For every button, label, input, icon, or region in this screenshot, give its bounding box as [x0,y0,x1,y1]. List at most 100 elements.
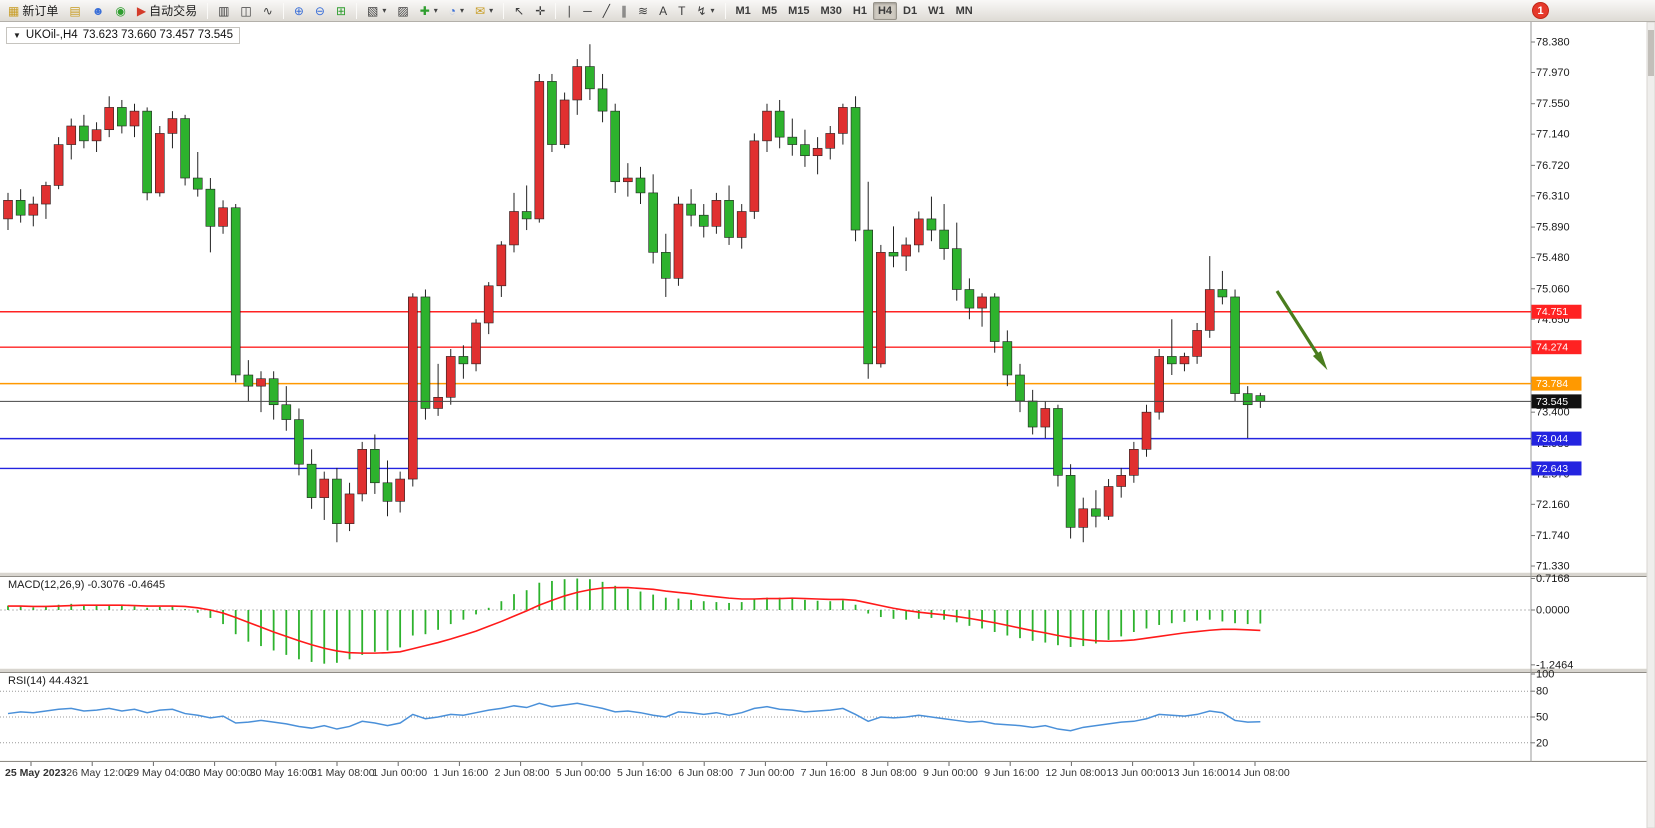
arrow-annotation-head[interactable] [1312,351,1328,371]
macd-axis-label: 0.7168 [1536,573,1570,585]
time-axis-label: 26 May 12:00 [66,767,130,779]
vertical-scrollbar[interactable] [1646,21,1655,828]
scrollbar-thumb[interactable] [1648,30,1654,76]
timeframe-m5[interactable]: M5 [757,2,782,20]
timeframe-h4[interactable]: H4 [872,1,898,20]
arrows-tool-button[interactable]: ↯ ▾ [691,1,719,20]
macd-axis-label: -1.2464 [1536,659,1573,671]
candle-body [1040,408,1051,428]
channel-button[interactable]: ∥ [616,1,632,20]
bar-chart-button[interactable]: ▥ [213,1,234,20]
symbol-label: UKOil-,H4 [25,29,78,41]
time-axis-label: 9 Jun 16:00 [984,767,1039,779]
candle-body [41,185,51,205]
candle-body [698,214,709,227]
zoom-out-icon: ⊖ [314,3,325,18]
candle-body [1204,289,1215,331]
timeframe-m30[interactable]: M30 [815,2,846,20]
market-watch-button[interactable]: ☻ [87,1,110,20]
chart-profiles-button[interactable]: ▤ [64,1,85,20]
time-axis-label: 6 Jun 08:00 [678,767,733,779]
candlestick-chart-button[interactable]: ◫ [235,1,256,20]
candlestick-chart-icon: ◫ [240,3,252,18]
price-level-badge-text: 72.643 [1536,463,1568,475]
channel-icon: ∥ [621,3,628,18]
chevron-down-icon: ▾ [489,6,494,15]
new-chart-button[interactable]: ▧ ▾ [362,1,391,20]
candle-body [306,463,317,498]
time-axis-label: 5 Jun 00:00 [556,767,611,779]
fibonacci-button[interactable]: ≋ [633,1,653,20]
price-axis-label: 77.550 [1536,98,1570,110]
timeframe-m15[interactable]: M15 [783,2,814,20]
text-tool-button[interactable]: A [654,1,672,20]
new-order-label: 新订单 [22,4,59,18]
price-axis-label: 77.970 [1536,67,1570,79]
crosshair-button[interactable]: ✛ [530,1,550,20]
autotrading-button[interactable]: ▶ 自动交易 [132,1,202,20]
indicators-button[interactable]: ✚ ▾ [415,1,443,20]
candle-body [951,248,962,290]
cursor-button[interactable]: ↖ [509,1,529,20]
candle-body [585,66,595,90]
candle-body [243,374,254,387]
chart-list-button[interactable]: ▨ [392,1,413,20]
candle-body [319,478,330,498]
horizontal-line-button[interactable]: ─ [578,1,597,20]
candle-body [1027,400,1038,428]
zoom-out-button[interactable]: ⊖ [310,1,330,20]
price-level-badge-text: 73.784 [1536,378,1568,390]
timeframe-d1[interactable]: D1 [898,2,922,20]
candle-body [1065,475,1076,528]
candle-body [129,110,140,127]
toolbar-separator [282,2,284,19]
candle-body [787,136,798,145]
price-axis-label: 76.720 [1536,160,1570,172]
notification-badge[interactable]: 1 [1532,2,1549,19]
candle-body [825,133,836,149]
navigator-button[interactable]: ◉ [110,1,130,20]
new-order-button[interactable]: ▦ 新订单 [3,1,63,20]
panel-separator[interactable] [0,572,1647,577]
fibonacci-icon: ≋ [638,3,649,18]
time-axis-label: 12 Jun 08:00 [1045,767,1106,779]
zoom-in-button[interactable]: ⊕ [289,1,309,20]
line-chart-button[interactable]: ∿ [258,1,278,20]
time-axis-label: 8 Jun 08:00 [862,767,917,779]
zoom-in-icon: ⊕ [293,3,304,18]
toolbar-separator [356,2,358,19]
timeframe-h1[interactable]: H1 [848,2,872,20]
candle-body [863,229,874,365]
main-toolbar: ▦ 新订单 ▤ ☻ ◉ ▶ 自动交易 ▥ ◫ ∿ ⊕ ⊖ ⊞ ▧ ▾ ▨ ✚ ▾ ◔… [0,0,1655,22]
candle-body [774,110,785,138]
tile-windows-icon: ⊞ [335,3,347,18]
candle-body [382,482,393,502]
panel-separator[interactable] [0,668,1647,673]
price-axis-label: 77.140 [1536,129,1570,141]
candle-body [623,177,633,183]
candle-body [15,200,26,216]
candle-body [572,66,583,101]
timeframe-mn[interactable]: MN [951,2,978,20]
price-axis-label: 75.890 [1536,222,1570,234]
text-tool-icon: A [659,3,668,18]
symbol-dropdown-icon[interactable]: ▼ [13,30,21,40]
templates-button[interactable]: ✉ ▾ [470,1,498,20]
label-tool-button[interactable]: T [673,1,690,20]
candle-body [989,296,1000,342]
arrow-annotation[interactable] [1275,290,1323,361]
price-axis-label: 75.480 [1536,252,1570,264]
timeframe-m1[interactable]: M1 [731,2,756,20]
trendline-button[interactable]: ╱ [598,1,615,20]
vertical-line-button[interactable]: ∣ [561,1,577,20]
periods-button[interactable]: ◔ ▾ [444,1,469,20]
candle-body [812,147,823,157]
timeframe-w1[interactable]: W1 [923,2,950,20]
candle-body [230,207,241,376]
arrows-tool-icon: ↯ [696,3,707,18]
add-indicator-icon: ✚ [419,3,430,18]
candle-body [749,140,760,212]
price-axis-label: 72.160 [1536,499,1570,511]
tile-windows-button[interactable]: ⊞ [331,1,351,20]
